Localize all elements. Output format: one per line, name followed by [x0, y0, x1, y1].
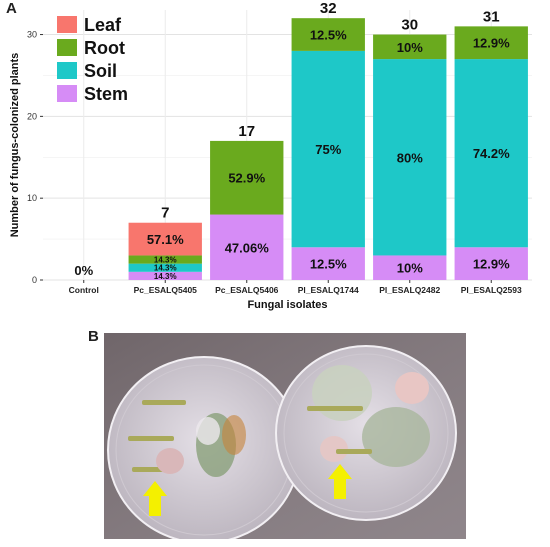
fungal-colony: [312, 365, 372, 421]
bar-segment-stem: [210, 214, 284, 280]
x-tick-label: Control: [69, 285, 99, 295]
bars-layer: [128, 18, 528, 280]
arrow-icon: [328, 464, 352, 499]
data-label: 12.5%: [310, 257, 347, 272]
stem-segment: [307, 406, 363, 411]
legend-swatch-leaf: [57, 16, 77, 33]
bar-segment-root: [373, 34, 447, 60]
plot-area: [43, 10, 532, 280]
bar-segment-root: [210, 140, 284, 215]
bar-segment-soil: [128, 263, 202, 272]
total-label: 17: [238, 123, 255, 140]
data-label: 80%: [397, 150, 423, 165]
x-axis-title: Fungal isolates: [247, 299, 327, 311]
bar-segment-leaf: [128, 222, 202, 256]
stem-segment: [336, 449, 372, 454]
legend-label-root: Root: [84, 38, 125, 58]
grid-layer: [43, 10, 532, 281]
data-label: 74.2%: [473, 146, 510, 161]
legend-swatch-stem: [57, 85, 77, 102]
legend-label-soil: Soil: [84, 61, 117, 81]
y-tick-label: 20: [27, 111, 37, 121]
bar-segment-soil: [373, 59, 447, 256]
petri-dish-photo: [104, 333, 466, 539]
fungal-colony: [395, 372, 429, 404]
axis-layer: 0 10 20 30 Control Pc_ESALQ5405 Pc_ESALQ5406 Pl…: [9, 30, 522, 311]
labels-layer: 0% 14.3%14.3%14.3%57.1%747.06%52.9%1712.5…: [74, 0, 510, 281]
legend-layer: Leaf Root Soil Stem: [57, 15, 128, 104]
legend-swatch-root: [57, 39, 77, 56]
y-tick-label: 30: [27, 30, 37, 40]
x-tick-label: Pc_ESALQ5406: [215, 285, 279, 295]
panel-b-label: B: [88, 328, 99, 345]
data-label: 14.3%: [154, 264, 177, 273]
y-axis-title: Number of fungus-colonized plants: [9, 53, 21, 238]
bar-segment-root: [454, 26, 528, 60]
data-label: 52.9%: [228, 171, 265, 186]
fungal-colony: [362, 407, 430, 467]
x-tick-label: Pc_ESALQ5405: [134, 285, 198, 295]
data-label: 10%: [397, 40, 423, 55]
right-petri-dish: [275, 345, 457, 521]
data-label: 12.9%: [473, 257, 510, 272]
bar-segment-stem: [373, 255, 447, 280]
data-label: 10%: [397, 261, 423, 276]
total-label: 7: [161, 205, 169, 222]
data-label: 12.5%: [310, 28, 347, 43]
legend-swatch-soil: [57, 62, 77, 79]
data-label: 75%: [315, 142, 341, 157]
stem-segment: [128, 436, 174, 441]
bar-segment-soil: [454, 59, 528, 248]
fungal-colony: [222, 415, 246, 455]
total-label: 0%: [74, 263, 93, 278]
x-tick-label: Pl_ESALQ2593: [461, 285, 522, 295]
bar-segment-stem: [454, 247, 528, 280]
data-label: 12.9%: [473, 36, 510, 51]
bar-segment-root: [291, 18, 365, 51]
bar-segment-soil: [291, 50, 365, 248]
fungal-colony: [320, 436, 348, 462]
legend-label-leaf: Leaf: [84, 15, 122, 35]
y-tick-label: 10: [27, 193, 37, 203]
x-tick-label: Pl_ESALQ1744: [298, 285, 359, 295]
total-label: 31: [483, 8, 500, 25]
fungal-colony: [196, 417, 220, 445]
data-label: 14.3%: [154, 256, 177, 265]
panel-a-label: A: [6, 0, 17, 17]
total-label: 32: [320, 0, 337, 17]
data-label: 57.1%: [147, 232, 184, 247]
bar-segment-root: [128, 255, 202, 264]
total-label: 30: [401, 17, 418, 34]
arrow-icon: [143, 481, 167, 516]
y-tick-label: 0: [32, 275, 37, 285]
data-label: 14.3%: [154, 272, 177, 281]
legend-label-stem: Stem: [84, 84, 128, 104]
bar-segment-stem: [291, 247, 365, 280]
left-petri-dish: [107, 356, 301, 539]
bar-segment-stem: [128, 271, 202, 280]
x-tick-label: Pl_ESALQ2482: [379, 285, 440, 295]
stacked-bar-chart: 0% 14.3%14.3%14.3%57.1%747.06%52.9%1712.5…: [9, 0, 532, 311]
fungal-colony: [156, 448, 184, 474]
data-label: 47.06%: [225, 240, 270, 255]
stem-segment: [142, 400, 186, 405]
